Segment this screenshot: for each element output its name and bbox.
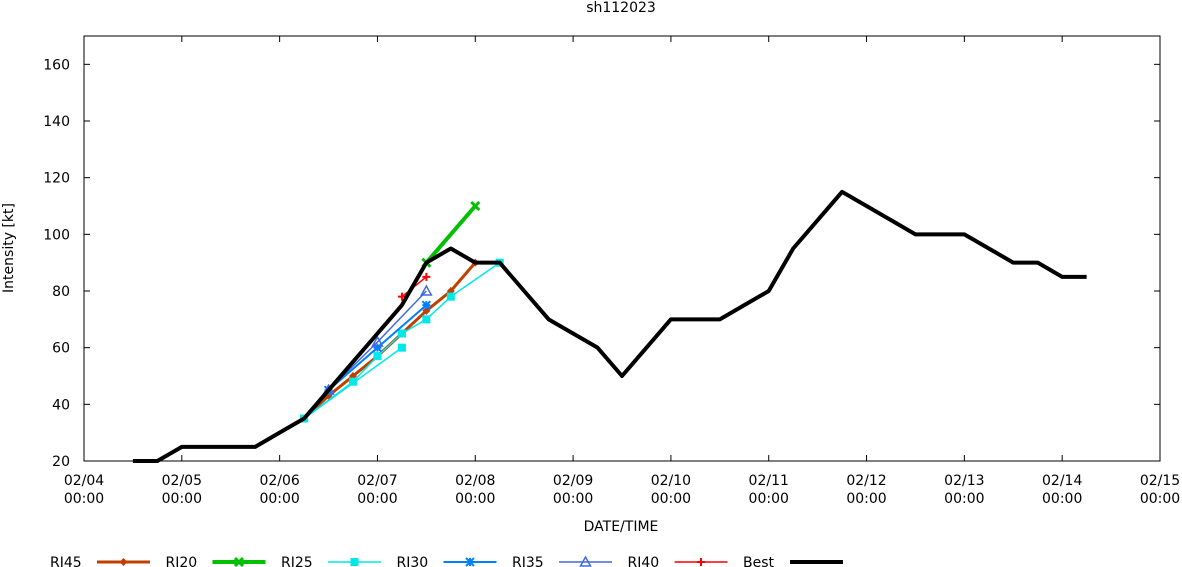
data-point <box>397 343 406 352</box>
y-tick-label: 120 <box>43 171 70 187</box>
legend-label-ri40: RI40 <box>628 555 660 567</box>
x-tick-label-time: 00:00 <box>749 491 789 507</box>
plot-frame <box>83 35 1161 462</box>
legend-label-ri30: RI30 <box>397 555 429 567</box>
series-line-best <box>132 189 1087 463</box>
data-point <box>397 329 406 338</box>
x-tick-label-time: 00:00 <box>162 491 202 507</box>
legend-marker-ri25 <box>350 558 359 566</box>
x-tick-label-date: 02/12 <box>846 473 886 489</box>
series-line-ri20 <box>424 204 477 264</box>
x-tick-label-date: 02/07 <box>357 473 397 489</box>
x-tick-label-date: 02/14 <box>1042 473 1082 489</box>
y-tick-label: 140 <box>43 114 70 130</box>
x-tick-label-date: 02/10 <box>651 473 691 489</box>
data-point <box>373 352 382 361</box>
y-tick-label: 60 <box>52 341 70 357</box>
x-tick-label-time: 00:00 <box>357 491 397 507</box>
series-best <box>132 189 1087 463</box>
x-tick-label-time: 00:00 <box>944 491 984 507</box>
y-tick-label: 100 <box>43 227 70 243</box>
y-tick-label: 160 <box>43 57 70 73</box>
series-ri20 <box>421 200 481 268</box>
x-tick-label-time: 00:00 <box>846 491 886 507</box>
x-tick-label-date: 02/15 <box>1140 473 1180 489</box>
data-point <box>422 315 431 324</box>
legend-label-ri45: RI45 <box>50 555 82 567</box>
y-tick-label: 80 <box>52 284 70 300</box>
x-tick-label-date: 02/09 <box>553 473 593 489</box>
y-tick-label: 20 <box>52 454 70 470</box>
x-tick-label-date: 02/11 <box>749 473 789 489</box>
series-ri25 <box>300 258 504 423</box>
x-tick-label-date: 02/13 <box>944 473 984 489</box>
x-tick-label-time: 00:00 <box>1042 491 1082 507</box>
data-point <box>422 306 431 315</box>
series-line-ri25 <box>303 347 403 420</box>
x-tick-label-time: 00:00 <box>651 491 691 507</box>
x-tick-label-date: 02/05 <box>162 473 202 489</box>
data-point <box>372 342 383 353</box>
data-point <box>446 292 455 301</box>
legend-marker-ri45 <box>119 558 128 566</box>
legend-label-ri35: RI35 <box>512 555 544 567</box>
x-tick-label-time: 00:00 <box>1140 491 1180 507</box>
data-point <box>349 377 357 386</box>
data-point <box>470 200 481 212</box>
x-axis-label: DATE/TIME <box>584 519 659 535</box>
y-tick-label: 40 <box>52 397 70 413</box>
series-ri30 <box>323 300 432 395</box>
legend-label-ri25: RI25 <box>281 555 313 567</box>
x-tick-label-time: 00:00 <box>553 491 593 507</box>
series-ri45 <box>300 258 480 423</box>
legend-marker-ri35 <box>579 555 592 567</box>
data-point <box>421 300 432 310</box>
legend-label-best: Best <box>743 555 775 567</box>
legend-marker-ri40 <box>697 558 705 566</box>
legend-marker-ri20 <box>233 556 245 567</box>
x-tick-label-date: 02/06 <box>259 473 299 489</box>
data-point <box>371 335 384 347</box>
x-tick-label-time: 00:00 <box>455 491 495 507</box>
x-tick-label-time: 00:00 <box>259 491 299 507</box>
data-point <box>420 284 433 296</box>
y-axis-label: Intensity [kt] <box>1 203 17 293</box>
x-tick-label-time: 00:00 <box>64 491 104 507</box>
legend-marker-ri30 <box>465 557 475 567</box>
series-line-ri25 <box>303 262 501 420</box>
legend-label-ri20: RI20 <box>166 555 198 567</box>
x-tick-label-date: 02/08 <box>455 473 495 489</box>
chart-title: sh112023 <box>586 0 656 16</box>
x-tick-label-date: 02/04 <box>64 473 104 489</box>
data-point <box>422 272 431 281</box>
